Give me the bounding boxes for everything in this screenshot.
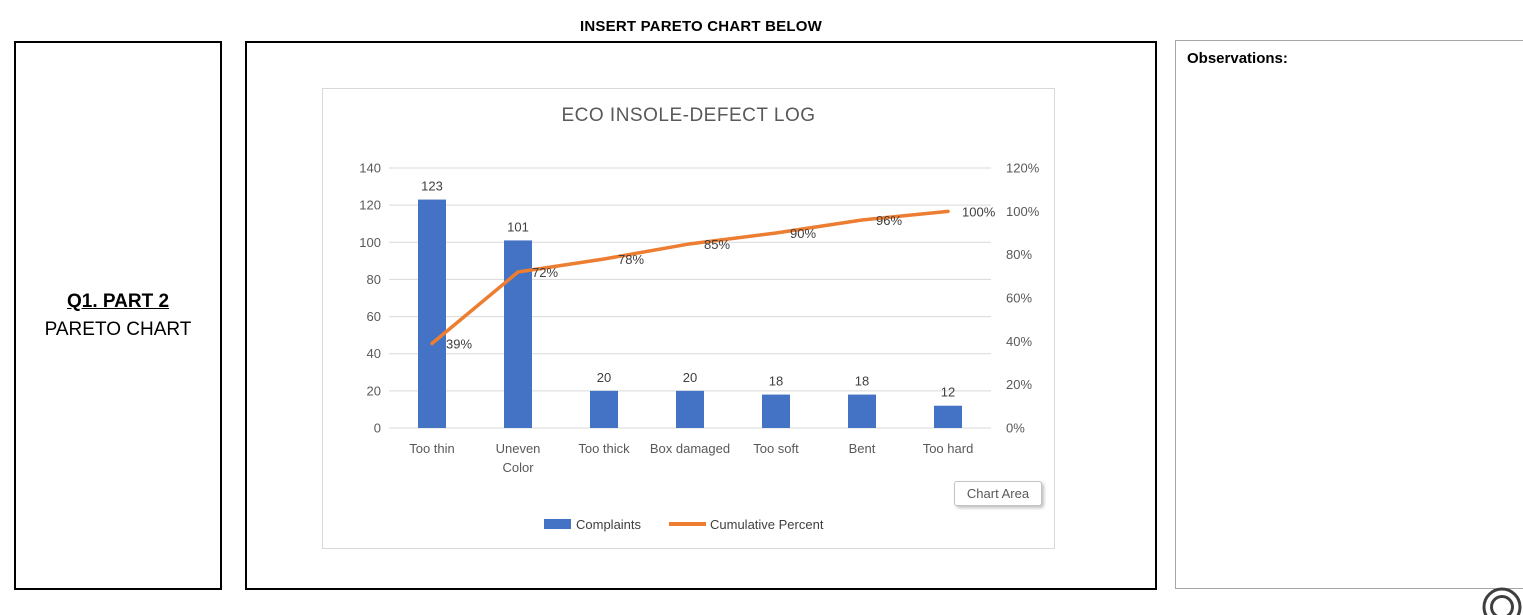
- right-axis-tick: 120%: [1006, 161, 1040, 176]
- bar: [676, 391, 704, 428]
- left-axis-tick: 100: [359, 235, 381, 250]
- pareto-chart: 0 20 40 60 80 100 120 140 0% 20% 40% 60% 80% 100% 120%…: [323, 89, 1054, 548]
- legend-label-cumulative-percent: Cumulative Percent: [710, 517, 824, 532]
- bar: [504, 240, 532, 428]
- chart-object[interactable]: 0 20 40 60 80 100 120 140 0% 20% 40% 60% 80% 100% 120%…: [322, 88, 1055, 549]
- line-point-label: 100%: [962, 204, 996, 219]
- bar-value-label: 101: [507, 219, 529, 234]
- left-axis-tick: 40: [367, 346, 381, 361]
- right-axis-tick: 100%: [1006, 204, 1040, 219]
- legend-swatch-complaints: [544, 519, 571, 529]
- page-title: INSERT PARETO CHART BELOW: [245, 18, 1157, 35]
- line-point-label: 85%: [704, 237, 730, 252]
- right-axis-tick: 0%: [1006, 421, 1025, 436]
- right-axis-tick: 60%: [1006, 291, 1032, 306]
- observations-panel[interactable]: Observations:: [1175, 40, 1523, 589]
- legend-label-complaints: Complaints: [576, 517, 642, 532]
- category-label: Too thick: [578, 441, 630, 456]
- right-axis-tick: 40%: [1006, 334, 1032, 349]
- bar: [418, 200, 446, 428]
- observations-title: Observations:: [1187, 50, 1515, 67]
- bar: [934, 406, 962, 428]
- category-label: Too soft: [753, 441, 799, 456]
- line-point-label: 39%: [446, 337, 472, 352]
- left-axis-tick: 60: [367, 309, 381, 324]
- left-panel-title: Q1. PART 2: [67, 291, 169, 313]
- partial-circle-icon: [1478, 575, 1523, 615]
- category-label: Uneven: [496, 441, 541, 456]
- category-label: Bent: [849, 441, 876, 456]
- bar: [590, 391, 618, 428]
- chart-title: ECO INSOLE-DEFECT LOG: [323, 105, 1054, 127]
- left-axis-tick: 140: [359, 161, 381, 176]
- left-axis-tick: 0: [374, 421, 381, 436]
- left-panel-subtitle: PARETO CHART: [45, 319, 192, 341]
- bar: [848, 395, 876, 428]
- left-panel: Q1. PART 2 PARETO CHART: [14, 41, 222, 590]
- bar: [762, 395, 790, 428]
- category-label: Too thin: [409, 441, 455, 456]
- bar-value-label: 20: [597, 370, 611, 385]
- bar-value-label: 123: [421, 179, 443, 194]
- line-point-label: 96%: [876, 213, 902, 228]
- bar-value-label: 18: [855, 374, 869, 389]
- left-axis-tick: 80: [367, 272, 381, 287]
- left-axis-tick: 120: [359, 198, 381, 213]
- line-point-label: 72%: [532, 265, 558, 280]
- line-point-label: 78%: [618, 252, 644, 267]
- chart-area-tooltip-label: Chart Area: [967, 486, 1029, 501]
- line-point-label: 90%: [790, 226, 816, 241]
- right-axis-tick: 80%: [1006, 247, 1032, 262]
- bar-value-label: 20: [683, 370, 697, 385]
- category-label: Too hard: [923, 441, 974, 456]
- bar-value-label: 12: [941, 385, 955, 400]
- category-label: Color: [502, 460, 534, 475]
- bar-value-label: 18: [769, 374, 783, 389]
- right-axis-tick: 20%: [1006, 377, 1032, 392]
- left-axis-tick: 20: [367, 383, 381, 398]
- category-label: Box damaged: [650, 441, 730, 456]
- chart-area-tooltip: Chart Area: [954, 481, 1042, 506]
